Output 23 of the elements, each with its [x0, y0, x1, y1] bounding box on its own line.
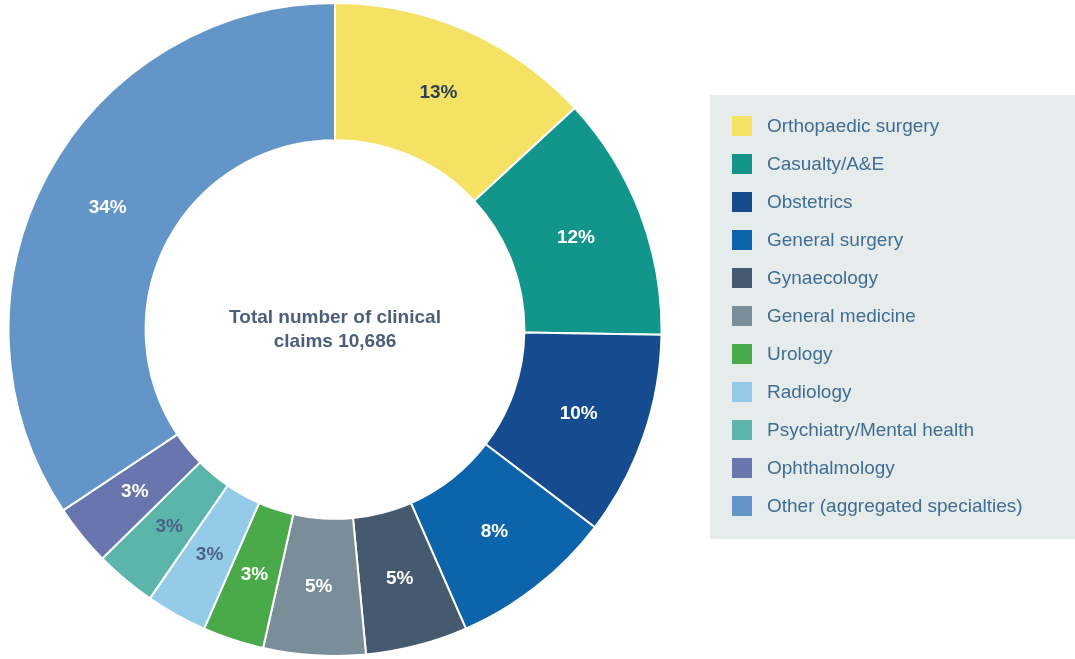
legend-label: Obstetrics [767, 191, 853, 213]
legend-label: Orthopaedic surgery [767, 115, 940, 137]
data-label: 12% [556, 225, 596, 247]
legend-label: Gynaecology [767, 267, 878, 289]
legend-label: Ophthalmology [767, 457, 895, 479]
legend-label: General surgery [767, 229, 904, 251]
legend-label: General medicine [767, 305, 916, 327]
data-label: 10% [559, 402, 598, 424]
data-label: 3% [195, 543, 224, 565]
data-label: 8% [480, 520, 509, 542]
text: Total number of clinical claims 10,686 [229, 305, 441, 351]
legend-label: Casualty/A&E [767, 153, 885, 175]
legend-label: Psychiatry/Mental health [767, 419, 974, 441]
legend-label: Urology [767, 343, 833, 365]
data-label: 3% [155, 515, 184, 537]
data-label: 34% [88, 195, 127, 217]
legend-label: Other (aggregated specialties) [767, 495, 1023, 517]
data-label: 5% [304, 575, 333, 597]
data-label: 3% [121, 480, 149, 502]
data-label: 5% [386, 567, 414, 589]
data-label: 13% [419, 81, 458, 103]
data-label: 3% [240, 562, 269, 584]
legend-label: Radiology [767, 381, 852, 403]
